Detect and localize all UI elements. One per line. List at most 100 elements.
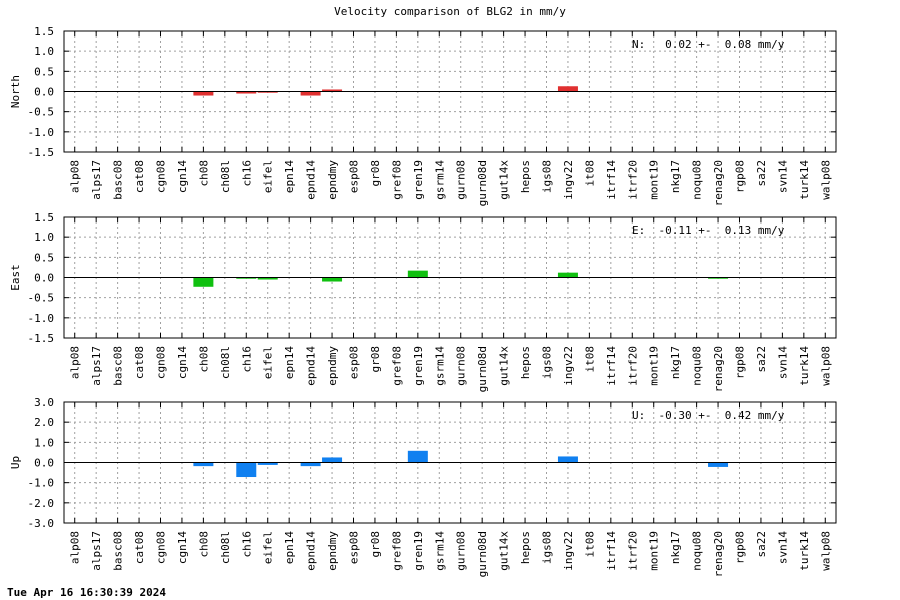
panel-up-xtick-label: noqu08 xyxy=(691,531,704,571)
panel-north-ytick-label: 1.0 xyxy=(34,45,54,58)
panel-north-xtick-label: esp08 xyxy=(348,160,361,193)
panel-up-bar-renag20 xyxy=(708,462,729,467)
panel-north-xtick-label: sa22 xyxy=(755,160,768,187)
panel-north-bar-ch16 xyxy=(236,91,257,94)
panel-up-xtick-label: epn14 xyxy=(283,531,296,564)
panel-up-xtick-label: nkg17 xyxy=(669,531,682,564)
panel-up-ytick-label: 0.0 xyxy=(34,457,54,470)
panel-north-xtick-label: eifel xyxy=(262,160,275,193)
panel-up-xtick-label: gren19 xyxy=(412,531,425,571)
panel-east-xtick-label: it08 xyxy=(583,346,596,373)
panel-east-xtick-label: rgp08 xyxy=(734,346,747,379)
panel-up-bar-ch16 xyxy=(236,462,257,478)
panel-north-ytick-label: -1.5 xyxy=(28,146,55,159)
panel-east-bar-ch16 xyxy=(236,277,257,279)
panel-north-ytick-label: 1.5 xyxy=(34,25,54,38)
panel-north-xtick-label: ch08l xyxy=(219,160,232,193)
panel-up-xtick-label: cgn14 xyxy=(176,531,189,564)
panel-north-xtick-label: cat08 xyxy=(133,160,146,193)
panel-north-xtick-label: walp08 xyxy=(819,160,832,200)
panel-north-xtick-label: ch16 xyxy=(240,160,253,187)
panel-north-xtick-label: noqu08 xyxy=(691,160,704,200)
panel-up-xtick-label: epnd14 xyxy=(305,531,318,571)
panel-north-bar-epnd14 xyxy=(300,91,321,96)
panel-up-annotation: U: -0.30 +- 0.42 mm/y xyxy=(632,409,785,422)
panel-east-xtick-label: ingv22 xyxy=(562,346,575,386)
panel-east-ytick-label: 0.5 xyxy=(34,251,54,264)
panel-east-xtick-label: gref08 xyxy=(390,346,403,386)
panel-up-ytick-label: 1.0 xyxy=(34,436,54,449)
panel-east-bar-epndmy xyxy=(322,277,343,282)
panel-east-xtick-label: cgn14 xyxy=(176,346,189,379)
panel-up-ytick-label: -2.0 xyxy=(28,497,55,510)
panel-north-xtick-label: renag20 xyxy=(712,160,725,206)
panel-east-xtick-label: ch08l xyxy=(219,346,232,379)
panel-up-xtick-label: gr08 xyxy=(369,531,382,558)
panel-up-xtick-label: svn14 xyxy=(776,531,789,564)
panel-north-annotation: N: 0.02 +- 0.08 mm/y xyxy=(632,38,785,51)
panel-up-xtick-label: basc08 xyxy=(112,531,125,571)
panel-up-ytick-label: -1.0 xyxy=(28,477,55,490)
panel-east-xtick-label: alp08 xyxy=(69,346,82,379)
panel-north-xtick-label: turk14 xyxy=(798,160,811,200)
panel-east-annotation: E: -0.11 +- 0.13 mm/y xyxy=(632,224,785,237)
panel-east-xtick-label: renag20 xyxy=(712,346,725,392)
panel-east-bar-ch08 xyxy=(193,277,214,287)
panel-north-xtick-label: ch08 xyxy=(197,160,210,187)
panel-east-xtick-label: gren19 xyxy=(412,346,425,386)
panel-north-xtick-label: mont19 xyxy=(648,160,661,200)
chart-title: Velocity comparison of BLG2 in mm/y xyxy=(334,5,566,18)
panel-north-xtick-label: gref08 xyxy=(390,160,403,200)
panel-up-xtick-label: itrf20 xyxy=(626,531,639,571)
panel-north-xtick-label: gr08 xyxy=(369,160,382,187)
panel-up-xtick-label: gurn08 xyxy=(455,531,468,571)
panel-east-xtick-label: gurn08 xyxy=(455,346,468,386)
panel-east-bar-renag20 xyxy=(708,277,729,279)
panel-up-xtick-label: gurn08d xyxy=(476,531,489,577)
panel-north-xtick-label: basc08 xyxy=(112,160,125,200)
panel-north-xtick-label: nkg17 xyxy=(669,160,682,193)
panel-up-ytick-label: 3.0 xyxy=(34,396,54,409)
panel-east-xtick-label: epndmy xyxy=(326,346,339,386)
panel-up-xtick-label: alps17 xyxy=(90,531,103,571)
panel-east-xtick-label: gut14x xyxy=(498,346,511,386)
panel-east-xtick-label: epnd14 xyxy=(305,346,318,386)
panel-north-xtick-label: gurn08d xyxy=(476,160,489,206)
panel-up-ytick-label: 2.0 xyxy=(34,416,54,429)
panel-east-ytick-label: -1.5 xyxy=(28,332,55,345)
panel-north-xtick-label: epndmy xyxy=(326,160,339,200)
panel-east-xtick-label: sa22 xyxy=(755,346,768,373)
panel-east-xtick-label: mont19 xyxy=(648,346,661,386)
panel-east-bar-eifel xyxy=(257,277,278,280)
panel-up-xtick-label: eifel xyxy=(262,531,275,564)
panel-up-bar-epndmy xyxy=(322,457,343,463)
panel-up-xtick-label: cgn08 xyxy=(155,531,168,564)
panel-east-frame xyxy=(63,216,837,339)
panel-up-bar-eifel xyxy=(257,462,278,465)
panel-up-xtick-label: epndmy xyxy=(326,531,339,571)
panel-east-ytick-label: -1.0 xyxy=(28,312,55,325)
panel-north-axis-label: North xyxy=(9,75,22,108)
panel-north-frame xyxy=(63,30,837,153)
panel-east-xtick-label: ch08 xyxy=(197,346,210,373)
panel-up-xtick-label: ch08l xyxy=(219,531,232,564)
panel-up-xtick-label: gut14x xyxy=(498,531,511,571)
panel-north-xtick-label: cgn14 xyxy=(176,160,189,193)
panel-east-xtick-label: epn14 xyxy=(283,346,296,379)
panel-east-xtick-label: noqu08 xyxy=(691,346,704,386)
panel-east-xtick-label: basc08 xyxy=(112,346,125,386)
panel-north-bar-ch08 xyxy=(193,91,214,96)
panel-up-xtick-label: turk14 xyxy=(798,531,811,571)
panel-east-xtick-label: hepos xyxy=(519,346,532,379)
panel-east-axis-label: East xyxy=(9,264,22,291)
panel-east-xtick-label: eifel xyxy=(262,346,275,379)
panel-north-xtick-label: gren19 xyxy=(412,160,425,200)
panel-north-xtick-label: gsrm14 xyxy=(433,160,446,200)
panel-east-bar-ingv22 xyxy=(557,272,578,278)
panel-north-xtick-label: itrf20 xyxy=(626,160,639,200)
panel-east-xtick-label: nkg17 xyxy=(669,346,682,379)
panel-north-xtick-label: alp08 xyxy=(69,160,82,193)
panel-north-ytick-label: -1.0 xyxy=(28,126,55,139)
panel-east-ytick-label: 1.5 xyxy=(34,211,54,224)
